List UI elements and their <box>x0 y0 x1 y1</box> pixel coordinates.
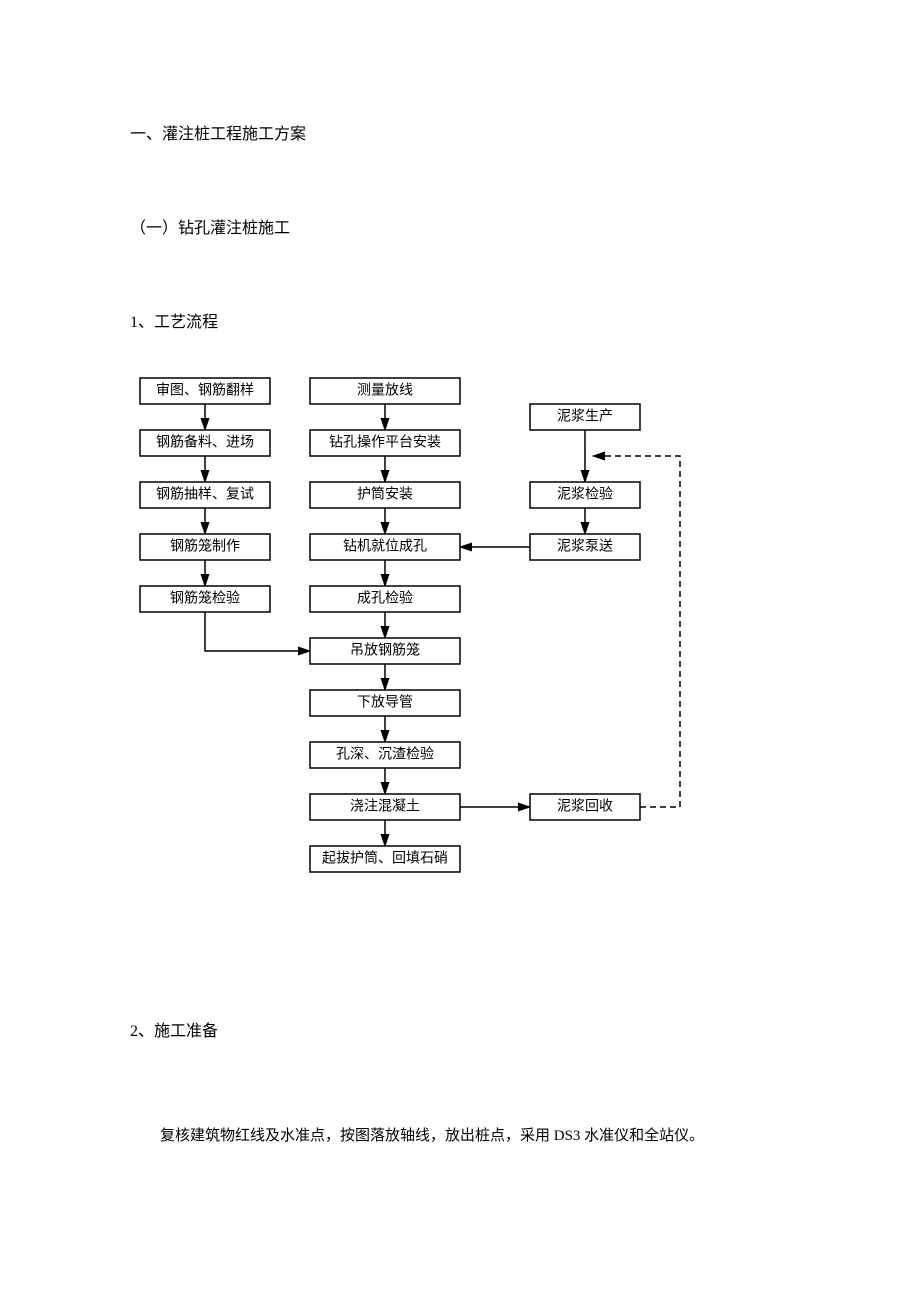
heading-sub: （一）钻孔灌注桩施工 <box>130 214 790 238</box>
flow-node-label-c1: 泥浆生产 <box>557 409 613 425</box>
flow-node-label-c4: 泥浆回收 <box>557 799 613 815</box>
flow-node-label-b8: 孔深、沉渣检验 <box>336 747 434 763</box>
flow-node-label-b3: 护筒安装 <box>357 486 413 503</box>
flow-node-label-a4: 钢筋笼制作 <box>170 538 240 555</box>
flow-node-label-a5: 钢筋笼检验 <box>170 590 240 607</box>
flow-node-label-b4: 钻机就位成孔 <box>343 539 427 555</box>
flow-node-label-b2: 钻孔操作平台安装 <box>329 435 441 451</box>
flow-node-label-a2: 钢筋备料、进场 <box>156 434 254 451</box>
flow-node-label-b5: 成孔检验 <box>357 591 413 607</box>
section-1-label: 1、工艺流程 <box>130 308 790 332</box>
paragraph-1: 复核建筑物红线及水准点，按图落放轴线，放出桩点，采用 DS3 水准仪和全站仪。 <box>130 1121 790 1151</box>
flow-node-label-b6: 吊放钢筋笼 <box>350 642 420 659</box>
flow-node-label-b7: 下放导管 <box>357 695 413 711</box>
flow-node-label-c3: 泥浆泵送 <box>557 539 613 555</box>
heading-main: 一、灌注桩工程施工方案 <box>130 120 790 144</box>
flow-node-label-a1: 审图、钢筋翻样 <box>156 382 254 399</box>
flow-node-label-c2: 泥浆检验 <box>557 487 613 503</box>
flow-node-label-a3: 钢筋抽样、复试 <box>156 486 254 503</box>
flow-node-label-b9: 浇注混凝土 <box>350 799 420 815</box>
flowchart: 审图、钢筋翻样钢筋备料、进场钢筋抽样、复试钢筋笼制作钢筋笼检验 测量放线钻孔操作平… <box>125 372 790 937</box>
section-2-label: 2、施工准备 <box>130 1017 790 1041</box>
flow-node-label-b1: 测量放线 <box>357 383 413 399</box>
flow-node-label-b10: 起拔护筒、回填石硝 <box>322 850 448 867</box>
